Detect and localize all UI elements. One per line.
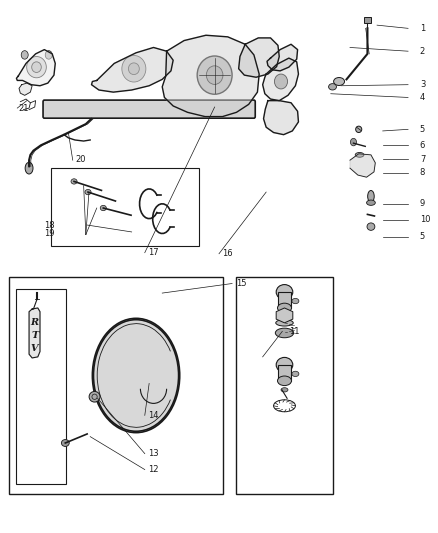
Bar xyxy=(51,167,199,246)
Text: 7: 7 xyxy=(420,155,425,164)
Bar xyxy=(278,292,291,308)
Text: 9: 9 xyxy=(420,199,425,208)
Text: R: R xyxy=(31,318,39,327)
Ellipse shape xyxy=(367,223,375,230)
Polygon shape xyxy=(263,58,298,101)
Polygon shape xyxy=(29,308,40,358)
Ellipse shape xyxy=(25,163,33,174)
FancyBboxPatch shape xyxy=(43,100,255,118)
Circle shape xyxy=(350,139,357,146)
Ellipse shape xyxy=(100,205,106,211)
Ellipse shape xyxy=(122,55,146,82)
Text: 10: 10 xyxy=(420,215,431,224)
Ellipse shape xyxy=(334,77,345,85)
Text: 17: 17 xyxy=(148,248,159,257)
Text: 5: 5 xyxy=(420,125,425,134)
Ellipse shape xyxy=(61,440,69,447)
Polygon shape xyxy=(19,83,32,95)
Polygon shape xyxy=(350,154,375,177)
Text: 3: 3 xyxy=(420,80,425,89)
Ellipse shape xyxy=(278,376,291,385)
Polygon shape xyxy=(264,101,298,135)
Polygon shape xyxy=(276,308,293,323)
Bar xyxy=(364,17,371,23)
Text: 15: 15 xyxy=(237,279,247,288)
Ellipse shape xyxy=(292,298,299,304)
Polygon shape xyxy=(267,44,297,71)
Text: 19: 19 xyxy=(44,229,55,238)
Bar xyxy=(10,277,223,494)
Ellipse shape xyxy=(32,62,41,72)
Ellipse shape xyxy=(275,74,288,89)
Ellipse shape xyxy=(27,56,46,78)
Bar xyxy=(278,365,291,381)
Ellipse shape xyxy=(85,189,91,195)
Text: 4: 4 xyxy=(420,93,425,102)
Polygon shape xyxy=(92,47,173,92)
Bar xyxy=(237,277,332,494)
Text: 5: 5 xyxy=(420,232,425,241)
Ellipse shape xyxy=(276,285,293,300)
Ellipse shape xyxy=(281,387,288,392)
Text: 18: 18 xyxy=(44,221,55,230)
Ellipse shape xyxy=(197,56,232,94)
Polygon shape xyxy=(162,35,259,117)
Ellipse shape xyxy=(356,126,362,133)
Text: 11: 11 xyxy=(289,327,299,336)
Text: 21: 21 xyxy=(18,103,28,112)
Ellipse shape xyxy=(206,66,223,84)
Text: 2: 2 xyxy=(420,47,425,55)
Ellipse shape xyxy=(276,358,293,372)
Bar xyxy=(16,289,66,484)
Text: 20: 20 xyxy=(76,155,86,164)
Text: 14: 14 xyxy=(148,411,159,420)
Polygon shape xyxy=(16,50,55,86)
Circle shape xyxy=(45,51,52,59)
Circle shape xyxy=(21,51,28,59)
Ellipse shape xyxy=(93,320,179,431)
Ellipse shape xyxy=(71,179,77,184)
Ellipse shape xyxy=(128,63,139,75)
Ellipse shape xyxy=(292,371,299,376)
Ellipse shape xyxy=(328,84,336,90)
Text: 6: 6 xyxy=(420,141,425,150)
Ellipse shape xyxy=(367,200,375,205)
Ellipse shape xyxy=(278,303,291,313)
Text: V: V xyxy=(31,344,39,353)
Ellipse shape xyxy=(367,190,374,202)
Ellipse shape xyxy=(276,328,293,338)
Text: 16: 16 xyxy=(223,249,233,259)
Ellipse shape xyxy=(276,320,293,326)
Text: T: T xyxy=(31,331,39,340)
Polygon shape xyxy=(239,38,279,77)
Text: 8: 8 xyxy=(420,168,425,177)
Ellipse shape xyxy=(89,391,100,402)
Text: 13: 13 xyxy=(148,449,159,458)
Text: 1: 1 xyxy=(420,24,425,33)
Ellipse shape xyxy=(355,152,364,157)
Text: 12: 12 xyxy=(148,465,159,474)
